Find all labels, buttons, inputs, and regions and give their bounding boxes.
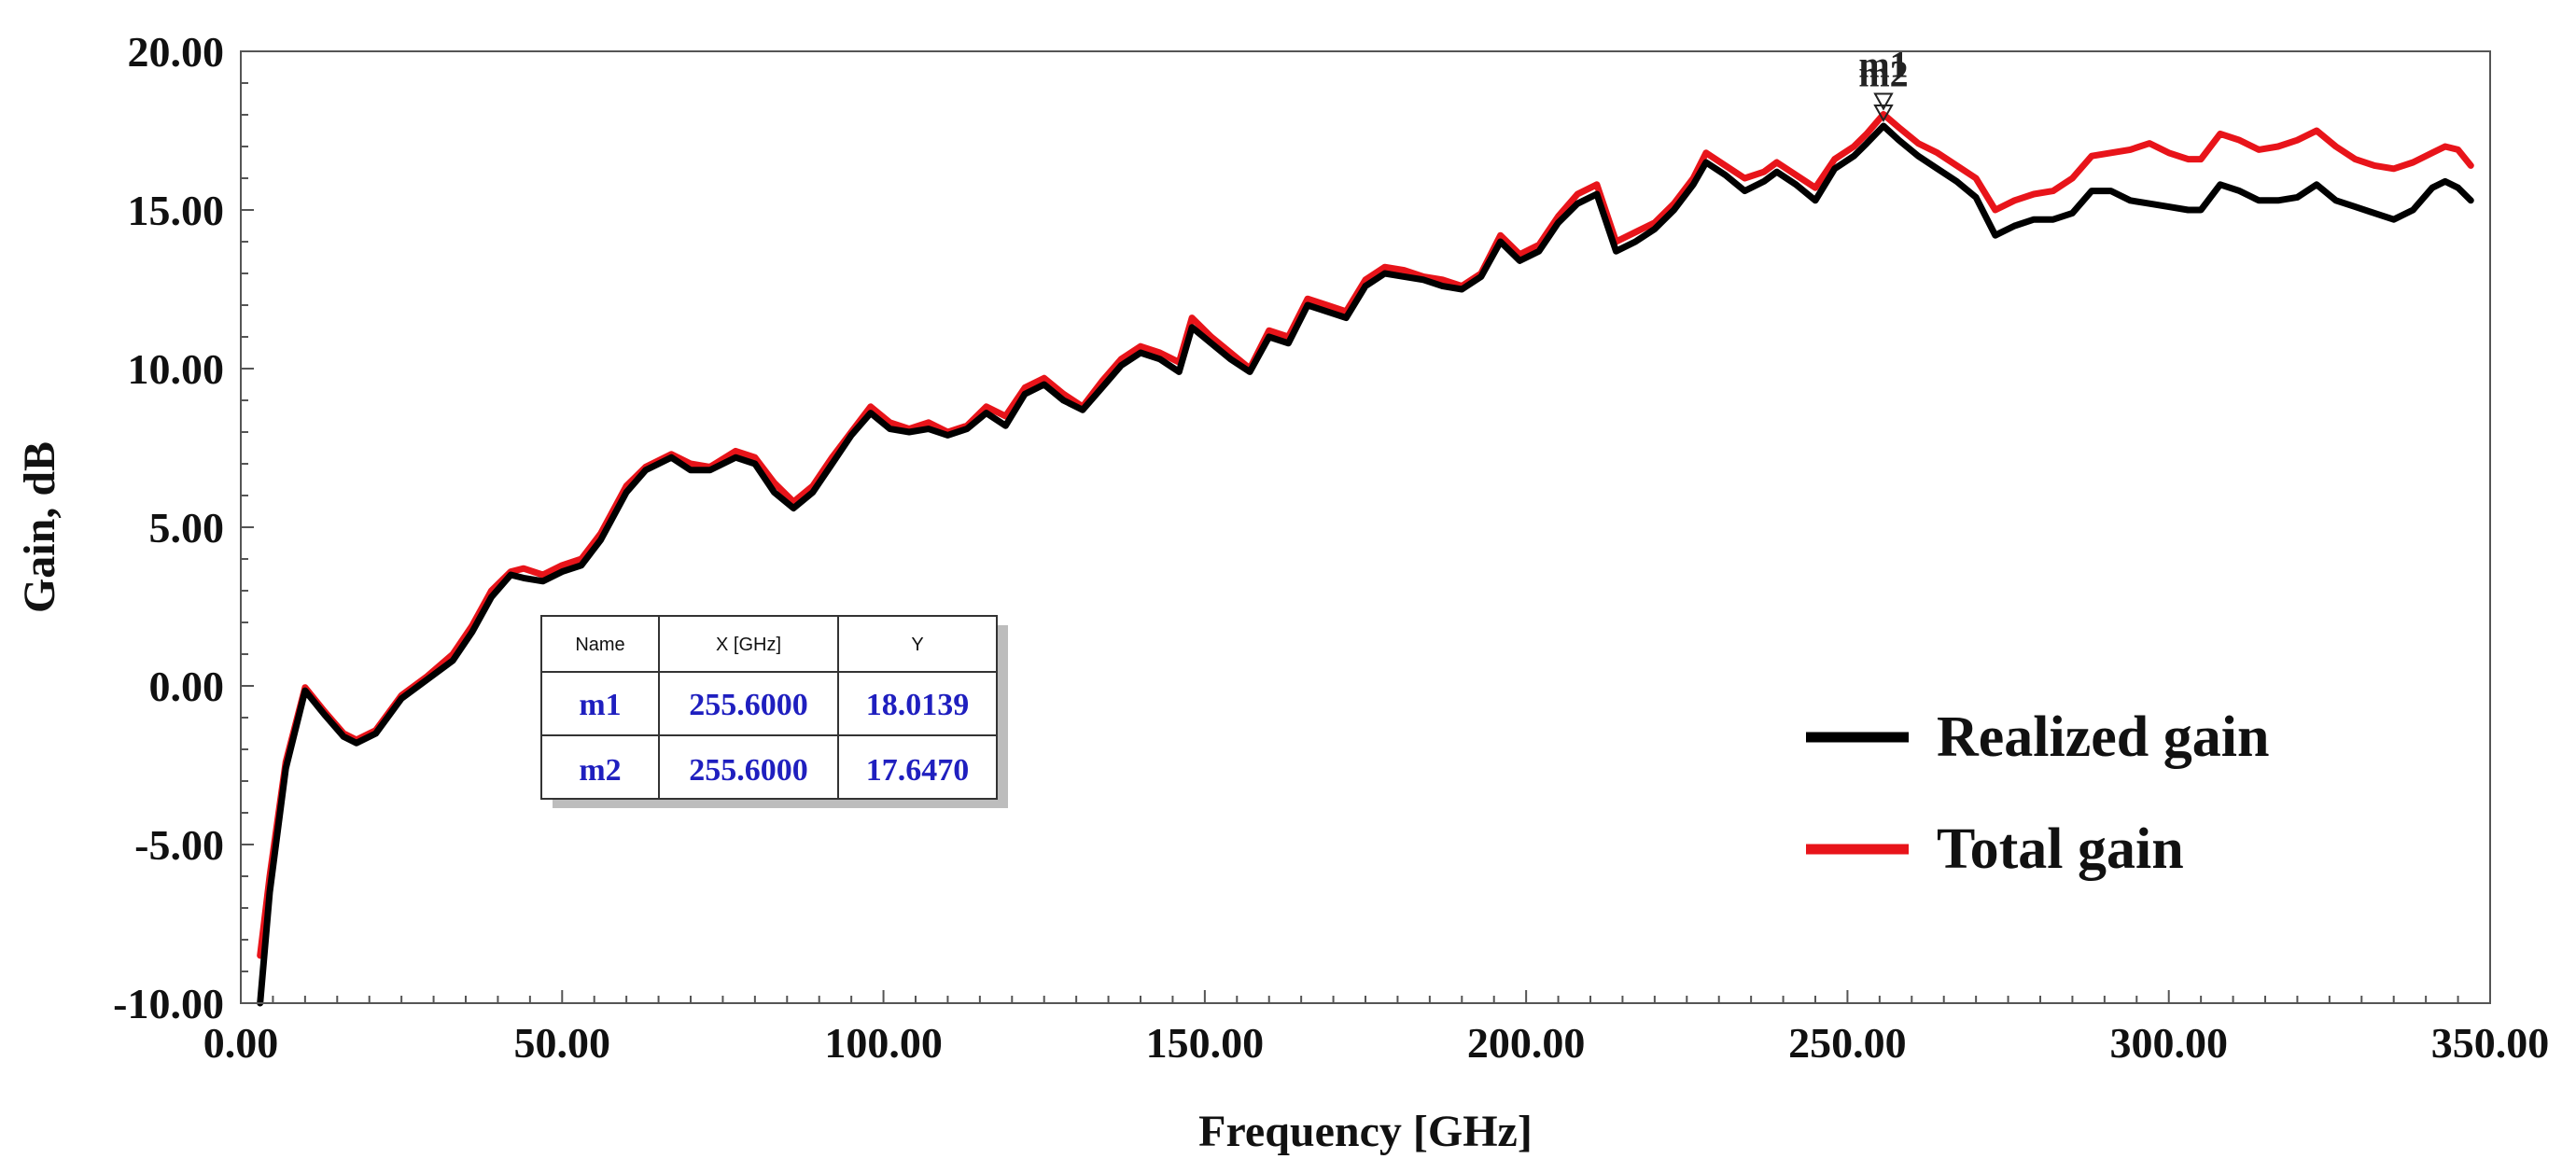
- marker-table-header-y: Y: [911, 635, 923, 655]
- x-tick-label: 100.00: [824, 1019, 943, 1067]
- marker-table-m1-y: 18.0139: [866, 688, 970, 722]
- y-axis-title: Gain, dB: [15, 441, 64, 613]
- y-tick-label: 20.00: [128, 28, 225, 76]
- marker-table-m1-x: 255.6000: [689, 688, 808, 722]
- y-tick-label: 0.00: [149, 663, 225, 710]
- marker-table-m2-name: m2: [579, 753, 621, 788]
- marker-table-header-x: X [GHz]: [716, 635, 781, 655]
- x-axis-title: Frequency [GHz]: [1198, 1107, 1533, 1156]
- tick-labels: 0.00 50.00 100.00 150.00 200.00 250.00 300.00 3…: [113, 28, 2549, 1067]
- x-tick-label: 250.00: [1788, 1019, 1907, 1067]
- x-tick-label: 150.00: [1146, 1019, 1265, 1067]
- x-tick-label: 200.00: [1467, 1019, 1586, 1067]
- series-line-realized-gain: [257, 122, 2474, 1007]
- y-tick-label: -10.00: [113, 980, 224, 1027]
- marker-table-m2-y: 17.6470: [866, 753, 970, 788]
- marker-table-frame: [540, 615, 998, 800]
- marker-table-m2-x: 255.6000: [689, 753, 808, 788]
- marker-table-header-name: Name: [575, 635, 624, 655]
- y-tick-label: 10.00: [128, 345, 225, 393]
- legend-label-realized: Realized gain: [1937, 705, 2269, 769]
- marker-m1-triangle: [1873, 92, 1894, 111]
- marker-table: Name X [GHz] Y m1 255.6000 18.0139 m2 25…: [540, 615, 1008, 808]
- x-tick-label: 300.00: [2109, 1019, 2228, 1067]
- x-tick-label: 0.00: [203, 1019, 279, 1067]
- legend: Realized gain Total gain: [1806, 705, 2269, 881]
- plot-frame: [240, 50, 2491, 1004]
- minor-ticks: [240, 50, 2491, 1004]
- marker-m2-label: m2: [1858, 53, 1908, 95]
- legend-label-total: Total gain: [1937, 817, 2184, 881]
- marker-m2-triangle: [1873, 105, 1894, 123]
- y-tick-label: -5.00: [134, 821, 224, 869]
- y-tick-label: 5.00: [149, 504, 225, 552]
- marker-table-m1-name: m1: [579, 688, 621, 722]
- x-tick-label: 50.00: [514, 1019, 611, 1067]
- series-layer: [257, 111, 2474, 1007]
- y-tick-label: 15.00: [128, 187, 225, 234]
- x-tick-label: 350.00: [2431, 1019, 2550, 1067]
